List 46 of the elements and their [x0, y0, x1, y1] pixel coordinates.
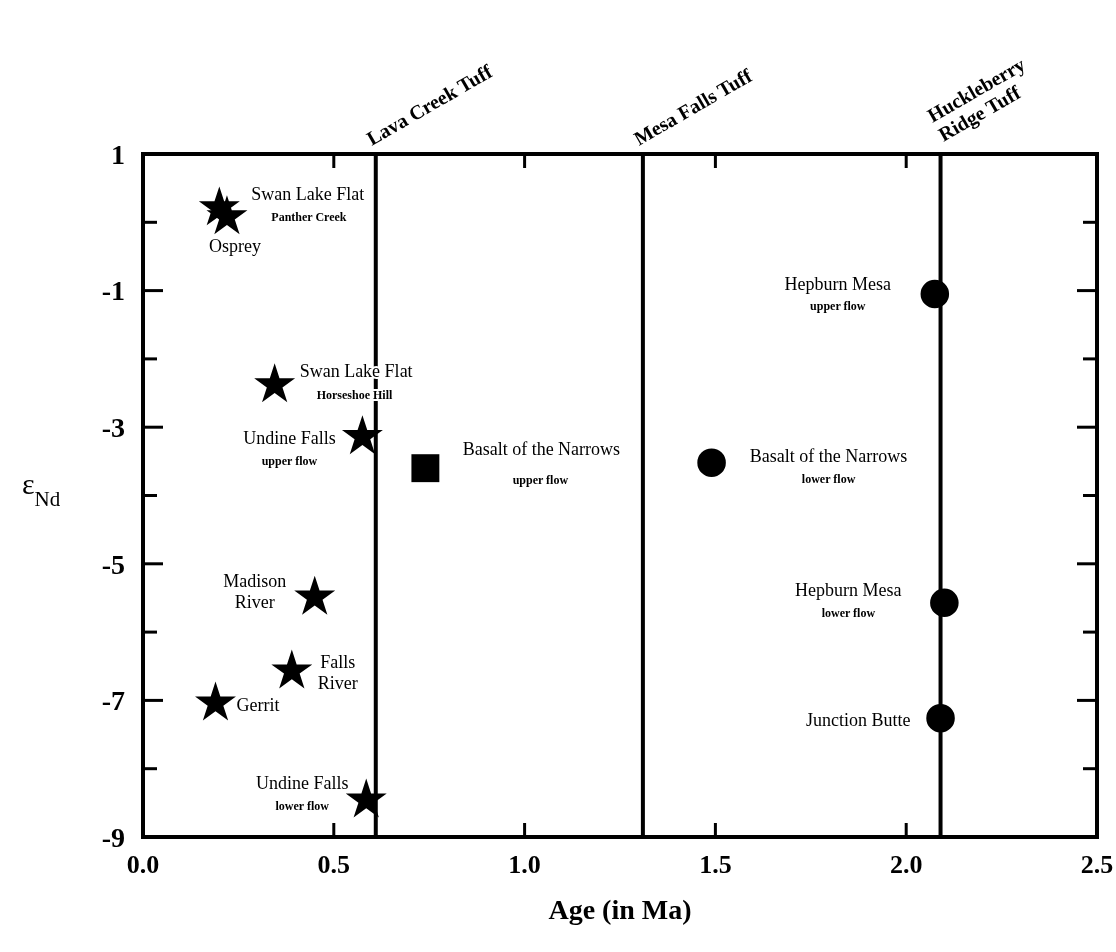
point: [254, 363, 296, 403]
annotation: Gerrit: [236, 695, 280, 716]
point: [271, 649, 313, 689]
annotation: lower flow: [801, 471, 856, 486]
point: [926, 703, 955, 733]
ref-line-label: Mesa Falls Tuff: [629, 64, 756, 150]
point: [341, 415, 383, 455]
x-tick-label: 1.5: [699, 850, 732, 879]
annotation: Undine Falls: [243, 427, 336, 448]
y-tick-label: -9: [101, 821, 125, 853]
annotation: Osprey: [208, 235, 261, 256]
point: [697, 448, 726, 477]
y-tick-label: -3: [101, 412, 125, 443]
annotation: Swan Lake Flat: [251, 183, 365, 204]
point: [411, 454, 440, 483]
annotation: Basalt of the Narrows: [749, 445, 908, 466]
annotation: lower flow: [821, 605, 876, 620]
y-tick-label: 1: [111, 138, 125, 170]
point: [930, 588, 959, 617]
annotation: upper flow: [810, 299, 866, 314]
y-tick-label: -7: [101, 685, 125, 717]
annotation: upper flow: [261, 453, 318, 468]
y-tick-label: -5: [101, 548, 125, 580]
x-tick-label: 0.5: [317, 850, 351, 879]
point: [920, 279, 950, 309]
point: [195, 681, 236, 721]
point: [294, 575, 336, 615]
annotation: Panther Creek: [271, 209, 347, 224]
annotation: Madison River: [223, 571, 287, 613]
annotation: Undine Falls: [255, 773, 349, 794]
x-tick-label: 2.0: [889, 850, 923, 879]
annotation: upper flow: [512, 473, 569, 488]
x-axis-title: Age (in Ma): [548, 894, 692, 925]
x-tick-label: 0.0: [126, 850, 160, 879]
x-tick-label: 1.0: [508, 850, 541, 879]
annotation: Falls River: [317, 652, 358, 694]
annotation: Junction Butte: [806, 710, 911, 731]
annotation: lower flow: [275, 799, 330, 814]
annotation: Hepburn Mesa: [784, 274, 892, 295]
ref-line-label: Lava Creek Tuff: [362, 59, 496, 150]
y-axis-title: ε$_{Nd}$: [22, 466, 61, 511]
annotation: Hepburn Mesa: [795, 579, 902, 600]
point: [206, 195, 248, 235]
x-tick-label: 2.5: [1080, 850, 1114, 879]
annotation: Basalt of the Narrows: [462, 439, 621, 460]
y-tick-label: -1: [101, 275, 125, 307]
